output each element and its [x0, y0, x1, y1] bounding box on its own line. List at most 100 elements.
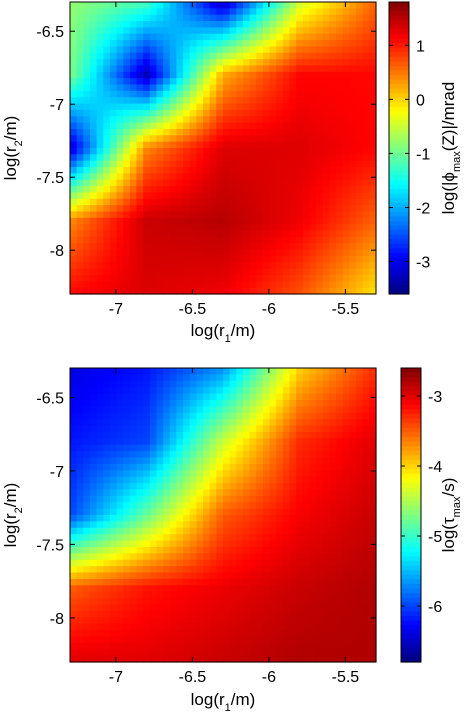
- heatmap-cell: [282, 374, 291, 382]
- heatmap-cell: [116, 610, 124, 618]
- heatmap-cell: [143, 179, 151, 187]
- heatmap-cell: [342, 46, 350, 54]
- heatmap-cell: [349, 380, 357, 388]
- heatmap-cell: [236, 585, 244, 593]
- heatmap-cell: [123, 141, 131, 149]
- heatmap-cell: [96, 387, 104, 395]
- heatmap-cell: [322, 578, 331, 586]
- heatmap-cell: [149, 128, 158, 136]
- heatmap-cell: [96, 40, 104, 48]
- heatmap-cell: [249, 521, 257, 529]
- heatmap-cell: [189, 179, 197, 187]
- heatmap-cell: [203, 274, 211, 282]
- heatmap-cell: [196, 274, 204, 282]
- heatmap-cell: [203, 419, 211, 427]
- colorbar-step: [401, 427, 421, 433]
- heatmap-cell: [242, 598, 251, 606]
- heatmap-cell: [289, 116, 297, 124]
- heatmap-cell: [103, 476, 111, 484]
- heatmap-cell: [83, 642, 91, 650]
- heatmap-cell: [362, 249, 370, 257]
- heatmap-cell: [223, 236, 231, 244]
- heatmap-cell: [316, 393, 324, 401]
- heatmap-cell: [229, 141, 237, 149]
- heatmap-cell: [196, 217, 204, 225]
- heatmap-cell: [143, 97, 151, 105]
- heatmap-cell: [129, 268, 138, 276]
- heatmap-cell: [109, 438, 118, 446]
- heatmap-cell: [76, 154, 84, 162]
- heatmap-cell: [196, 14, 204, 22]
- heatmap-cell: [322, 71, 331, 79]
- heatmap-cell: [223, 84, 231, 92]
- heatmap-cell: [269, 135, 277, 143]
- heatmap-cell: [76, 179, 84, 187]
- heatmap-cell: [96, 406, 104, 414]
- heatmap-cell: [269, 598, 277, 606]
- heatmap-cell: [109, 623, 118, 631]
- heatmap-cell: [282, 553, 291, 561]
- heatmap-cell: [269, 192, 277, 200]
- heatmap-cell: [109, 399, 118, 407]
- heatmap-cell: [336, 566, 344, 574]
- heatmap-cell: [103, 578, 111, 586]
- heatmap-cell: [223, 71, 231, 79]
- heatmap-cell: [362, 21, 370, 28]
- heatmap-cell: [163, 642, 171, 650]
- heatmap-cell: [70, 40, 78, 48]
- heatmap-cell: [209, 399, 217, 407]
- heatmap-cell: [262, 268, 271, 276]
- heatmap-cell: [163, 65, 171, 73]
- heatmap-cell: [169, 21, 178, 28]
- heatmap-cell: [349, 205, 357, 213]
- y-axis-label: log(r2/m): [1, 483, 25, 548]
- heatmap-cell: [136, 84, 144, 92]
- heatmap-cell: [296, 179, 304, 187]
- heatmap-cell: [149, 598, 158, 606]
- heatmap-cell: [256, 262, 264, 270]
- heatmap-cell: [249, 368, 257, 375]
- heatmap-cell: [163, 463, 171, 471]
- heatmap-cell: [302, 46, 311, 54]
- heatmap-cell: [329, 438, 337, 446]
- heatmap-cell: [116, 154, 124, 162]
- heatmap-cell: [282, 527, 291, 535]
- heatmap-cell: [282, 148, 291, 155]
- heatmap-cell: [296, 224, 304, 232]
- heatmap-cell: [322, 502, 331, 510]
- heatmap-cell: [129, 598, 138, 606]
- heatmap-cell: [149, 154, 158, 162]
- heatmap-cell: [322, 438, 331, 446]
- heatmap-cell: [136, 655, 144, 663]
- heatmap-cell: [169, 192, 178, 200]
- heatmap-cell: [236, 642, 244, 650]
- heatmap-cell: [269, 236, 277, 244]
- heatmap-cell: [296, 591, 304, 599]
- heatmap-cell: [203, 553, 211, 561]
- heatmap-cell: [116, 508, 124, 516]
- heatmap-cell: [336, 52, 344, 60]
- heatmap-cell: [342, 438, 350, 446]
- heatmap-cell: [196, 380, 204, 388]
- heatmap-cell: [369, 148, 377, 155]
- heatmap-cell: [176, 71, 184, 79]
- heatmap-cell: [216, 141, 224, 149]
- heatmap-cell: [169, 78, 178, 86]
- heatmap-cell: [369, 255, 377, 263]
- heatmap-cell: [356, 2, 364, 9]
- heatmap-cell: [103, 249, 111, 257]
- heatmap-cell: [216, 604, 224, 612]
- heatmap-cell: [183, 103, 191, 111]
- heatmap-cell: [269, 553, 277, 561]
- heatmap-cell: [103, 160, 111, 168]
- heatmap-cell: [342, 502, 350, 510]
- heatmap-cell: [362, 521, 370, 529]
- heatmap-cell: [282, 463, 291, 471]
- heatmap-cell: [236, 649, 244, 657]
- heatmap-cell: [143, 186, 151, 194]
- heatmap-cell: [309, 515, 317, 522]
- heatmap-cell: [362, 457, 370, 465]
- heatmap-cell: [269, 141, 277, 149]
- heatmap-cell: [76, 14, 84, 22]
- heatmap-cell: [216, 154, 224, 162]
